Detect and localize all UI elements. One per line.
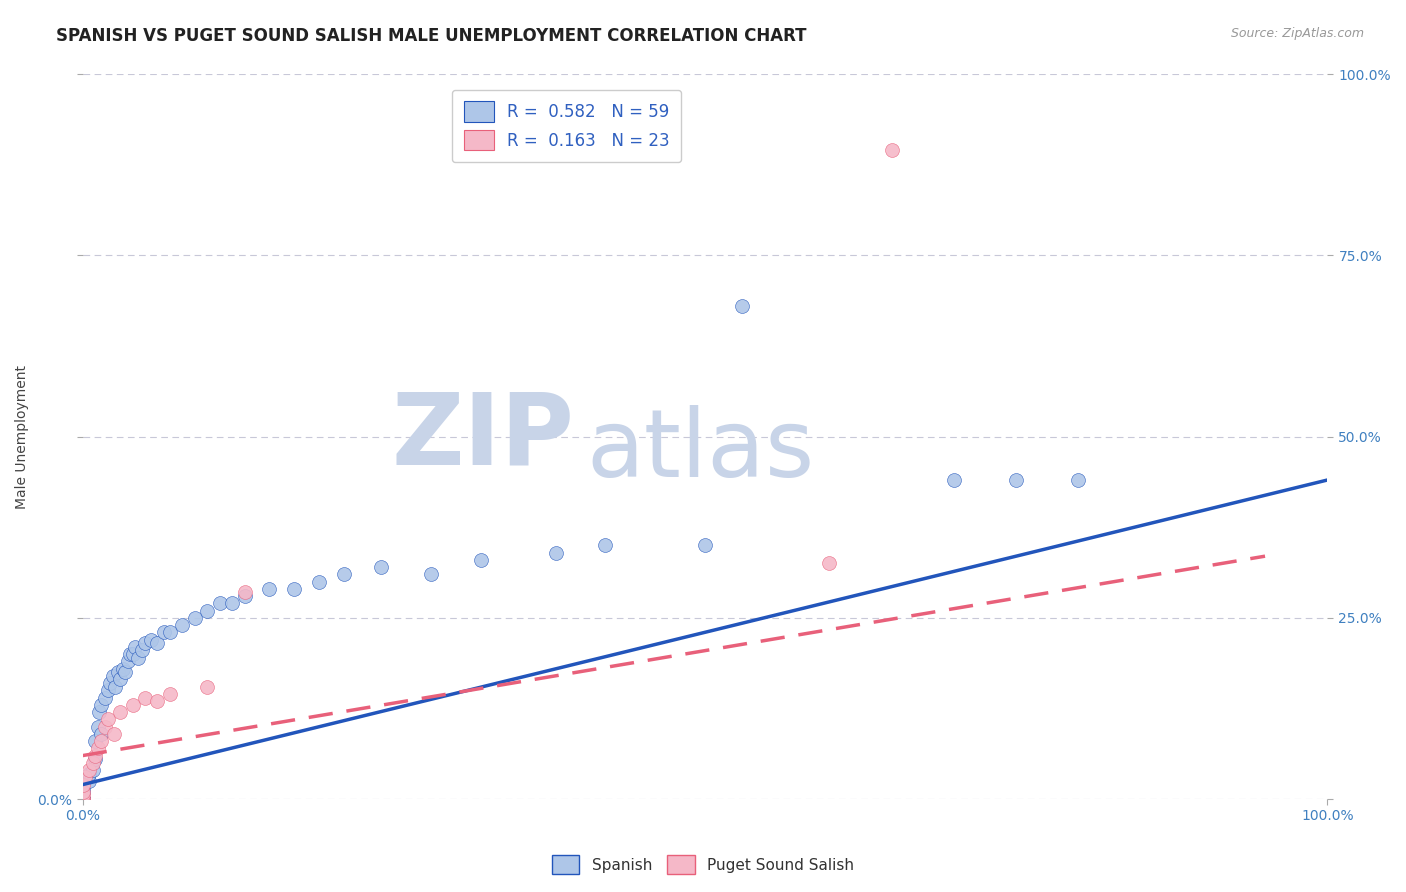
Point — [72, 785, 94, 799]
Point — [117, 654, 139, 668]
Point — [172, 618, 194, 632]
Point — [72, 792, 94, 806]
Point — [121, 647, 143, 661]
Point — [87, 705, 110, 719]
Point — [111, 662, 134, 676]
Point — [159, 625, 181, 640]
Y-axis label: Male Unemployment: Male Unemployment — [15, 365, 30, 508]
Point — [84, 752, 107, 766]
Point — [84, 748, 107, 763]
Point — [97, 683, 120, 698]
Point — [141, 632, 163, 647]
Point — [208, 596, 231, 610]
Point — [72, 792, 94, 806]
Point — [818, 557, 841, 571]
Point — [84, 734, 107, 748]
Point — [233, 589, 256, 603]
Point — [90, 734, 112, 748]
Point — [97, 712, 120, 726]
Point — [184, 611, 207, 625]
Point — [108, 673, 131, 687]
Point — [134, 636, 156, 650]
Point — [114, 665, 136, 680]
Point — [1067, 473, 1090, 487]
Legend: Spanish, Puget Sound Salish: Spanish, Puget Sound Salish — [546, 849, 860, 880]
Point — [94, 720, 117, 734]
Point — [82, 763, 104, 777]
Point — [72, 770, 94, 784]
Point — [72, 792, 94, 806]
Point — [72, 785, 94, 799]
Text: atlas: atlas — [586, 405, 815, 497]
Point — [221, 596, 243, 610]
Point — [77, 773, 100, 788]
Point — [308, 574, 330, 589]
Point — [72, 781, 94, 796]
Point — [72, 792, 94, 806]
Point — [118, 647, 141, 661]
Point — [108, 705, 131, 719]
Point — [880, 143, 903, 157]
Point — [152, 625, 174, 640]
Point — [104, 680, 127, 694]
Point — [283, 582, 305, 596]
Point — [370, 560, 392, 574]
Point — [731, 299, 754, 313]
Point — [90, 698, 112, 712]
Point — [86, 720, 108, 734]
Point — [159, 687, 181, 701]
Point — [127, 650, 149, 665]
Point — [195, 603, 218, 617]
Point — [1005, 473, 1028, 487]
Point — [146, 636, 169, 650]
Point — [72, 792, 94, 806]
Text: SPANISH VS PUGET SOUND SALISH MALE UNEMPLOYMENT CORRELATION CHART: SPANISH VS PUGET SOUND SALISH MALE UNEMP… — [56, 27, 807, 45]
Point — [693, 538, 716, 552]
Point — [124, 640, 146, 654]
Point — [595, 538, 617, 552]
Point — [942, 473, 965, 487]
Point — [259, 582, 281, 596]
Point — [77, 766, 100, 780]
Point — [333, 567, 356, 582]
Point — [233, 585, 256, 599]
Point — [103, 727, 125, 741]
Point — [72, 792, 94, 806]
Point — [72, 778, 94, 792]
Point — [86, 741, 108, 756]
Point — [75, 770, 97, 784]
Point — [146, 694, 169, 708]
Text: Source: ZipAtlas.com: Source: ZipAtlas.com — [1230, 27, 1364, 40]
Point — [72, 789, 94, 803]
Point — [134, 690, 156, 705]
Point — [72, 778, 94, 792]
Point — [82, 756, 104, 770]
Point — [420, 567, 443, 582]
Point — [470, 553, 492, 567]
Point — [72, 792, 94, 806]
Point — [98, 676, 121, 690]
Point — [72, 792, 94, 806]
Point — [101, 669, 124, 683]
Point — [90, 727, 112, 741]
Legend: R =  0.582   N = 59, R =  0.163   N = 23: R = 0.582 N = 59, R = 0.163 N = 23 — [451, 89, 682, 162]
Point — [544, 545, 567, 559]
Point — [107, 665, 129, 680]
Point — [131, 643, 153, 657]
Point — [77, 763, 100, 777]
Text: ZIP: ZIP — [391, 388, 574, 485]
Point — [94, 690, 117, 705]
Point — [121, 698, 143, 712]
Point — [195, 680, 218, 694]
